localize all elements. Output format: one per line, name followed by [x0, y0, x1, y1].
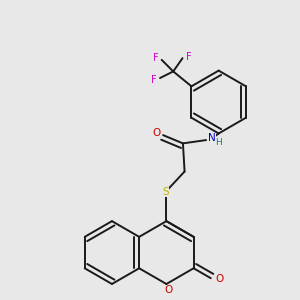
- Text: O: O: [152, 128, 160, 139]
- Text: O: O: [164, 285, 172, 295]
- Text: F: F: [153, 53, 158, 63]
- Text: H: H: [216, 138, 222, 147]
- Text: N: N: [208, 134, 216, 143]
- Text: O: O: [215, 274, 223, 284]
- Text: F: F: [186, 52, 191, 61]
- Text: F: F: [151, 75, 157, 85]
- Text: S: S: [162, 187, 169, 197]
